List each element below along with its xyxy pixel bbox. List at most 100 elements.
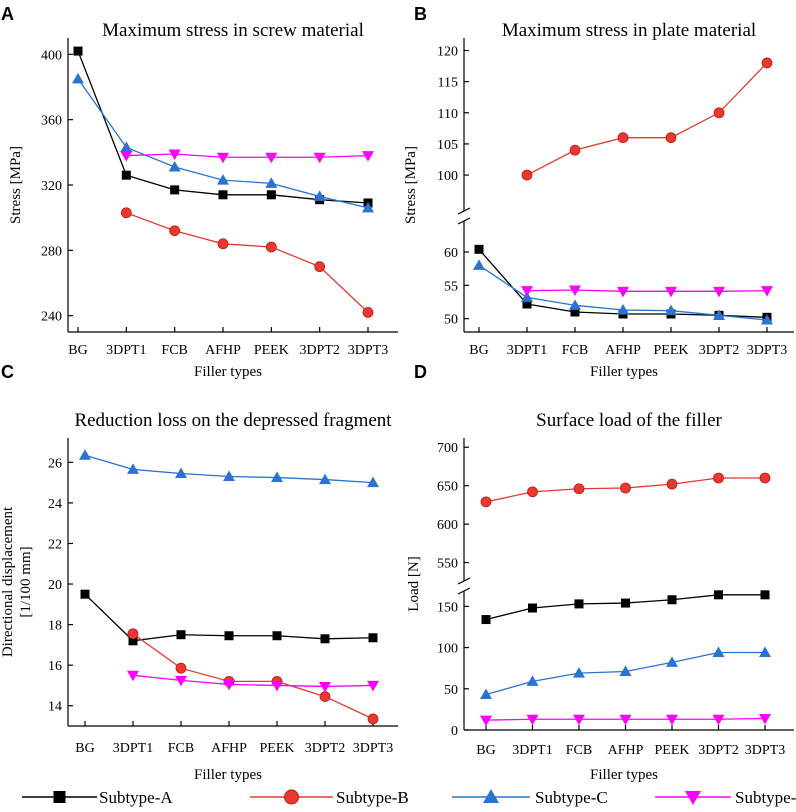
data-point-subtype-a <box>176 630 186 640</box>
y-tick-label: 115 <box>438 76 458 91</box>
x-tick-label: BG <box>476 743 495 758</box>
y-tick-label: 110 <box>438 107 458 122</box>
y-tick-label: 16 <box>48 659 62 674</box>
data-point-subtype-b <box>265 241 277 253</box>
data-point-subtype-c <box>120 141 133 152</box>
chart-title: Maximum stress in plate material <box>502 20 756 41</box>
y-tick-label: 150 <box>437 600 458 615</box>
data-point-subtype-d <box>362 151 374 162</box>
data-point-subtype-a <box>760 590 770 600</box>
y-tick-label: 55 <box>444 279 458 294</box>
y-tick-label: 240 <box>41 310 62 325</box>
series-line-subtype-d <box>526 289 768 292</box>
series-subtype-d <box>120 149 374 164</box>
y-tick-label: 360 <box>41 114 62 129</box>
data-point-subtype-b <box>569 144 581 156</box>
data-point-subtype-b <box>573 483 585 495</box>
x-tick-label: 3DPT1 <box>106 343 146 358</box>
data-point-subtype-c <box>473 259 485 270</box>
x-tick-label: PEEK <box>654 343 689 358</box>
legend-marker-subtype-c <box>483 789 499 803</box>
data-point-subtype-a <box>667 595 677 605</box>
y-tick-label: 18 <box>48 619 62 634</box>
data-point-subtype-b <box>665 132 677 144</box>
data-point-subtype-d <box>127 670 139 682</box>
y-tick-label: 600 <box>437 518 458 533</box>
legend-item-subtype-a: Subtype-A <box>22 788 173 807</box>
x-axis-label: Filler types <box>590 767 658 783</box>
axis-break-mark <box>457 587 471 595</box>
y-tick-label: 20 <box>48 578 62 593</box>
data-point-subtype-a <box>73 46 83 56</box>
data-point-subtype-c <box>271 471 283 483</box>
panel-letter: C <box>1 362 14 382</box>
data-point-subtype-a <box>368 633 378 643</box>
data-point-subtype-a <box>320 634 330 644</box>
legend-item-subtype-d: Subtype-D <box>655 788 796 807</box>
data-point-subtype-a <box>224 631 234 641</box>
data-point-subtype-d <box>569 285 581 296</box>
y-tick-label: 120 <box>437 44 458 59</box>
series-subtype-d <box>480 713 771 727</box>
data-point-subtype-b <box>367 713 379 725</box>
data-point-subtype-c <box>759 646 771 658</box>
data-point-subtype-c <box>72 72 84 84</box>
legend-marker-subtype-d <box>685 791 701 805</box>
data-point-subtype-a <box>621 598 630 608</box>
data-point-subtype-d <box>168 149 181 160</box>
x-tick-label: BG <box>469 343 488 358</box>
x-tick-label: 3DPT2 <box>698 743 738 758</box>
y-tick-label: 100 <box>437 169 458 184</box>
legend-label: Subtype-A <box>99 788 173 807</box>
y-tick-label: 280 <box>41 244 62 259</box>
data-point-subtype-c <box>319 473 331 485</box>
data-point-subtype-a <box>121 170 131 180</box>
data-point-subtype-c <box>79 449 91 460</box>
y-axis-label: Stress [MPa] <box>8 146 24 224</box>
data-point-subtype-d <box>712 714 725 726</box>
x-tick-label: BG <box>68 343 87 358</box>
legend-label: Subtype-D <box>735 788 796 807</box>
data-point-subtype-b <box>617 132 629 144</box>
legend-marker-subtype-a <box>53 791 66 803</box>
data-point-subtype-a <box>570 307 580 317</box>
data-point-subtype-d <box>665 286 677 298</box>
x-tick-label: 3DPT1 <box>512 743 552 758</box>
data-point-subtype-a <box>481 615 491 625</box>
x-tick-label: FCB <box>566 743 592 758</box>
x-tick-label: BG <box>75 741 94 756</box>
series-subtype-a <box>481 590 770 625</box>
series-subtype-c <box>480 646 771 700</box>
x-tick-label: 3DPT2 <box>305 741 345 756</box>
x-tick-label: PEEK <box>254 343 289 358</box>
data-point-subtype-c <box>666 656 678 667</box>
x-tick-label: 3DPT1 <box>113 741 153 756</box>
data-point-subtype-b <box>217 238 229 250</box>
panel-a: A Maximum stress in screw material 240 280 3… <box>1 4 398 380</box>
y-axis-label-line: Directional displacement <box>0 506 16 657</box>
series-subtype-a <box>80 589 378 646</box>
data-point-subtype-b <box>169 225 181 237</box>
series-subtype-c <box>72 72 374 213</box>
legend-item-subtype-b: Subtype-B <box>250 788 409 807</box>
data-point-subtype-b <box>761 57 773 69</box>
data-point-subtype-b <box>713 472 724 484</box>
data-point-subtype-b <box>314 261 326 273</box>
data-point-subtype-a <box>574 599 584 609</box>
series-subtype-d <box>127 670 379 693</box>
data-point-subtype-b <box>527 486 538 498</box>
chart-title: Reduction loss on the depressed fragment <box>74 410 392 431</box>
x-tick-label: 3DPT3 <box>745 743 785 758</box>
x-tick-label: 3DPT3 <box>353 741 393 756</box>
data-point-subtype-c <box>569 299 581 310</box>
panel-letter: A <box>1 4 14 24</box>
y-tick-label: 50 <box>444 683 458 698</box>
data-point-subtype-d <box>573 714 585 726</box>
data-point-subtype-c <box>265 177 278 188</box>
series-line-subtype-d <box>132 674 374 688</box>
data-point-subtype-b <box>759 472 771 484</box>
panel-letter: D <box>414 362 427 382</box>
data-point-subtype-d <box>759 713 771 725</box>
x-axis-label: Filler types <box>590 364 658 380</box>
